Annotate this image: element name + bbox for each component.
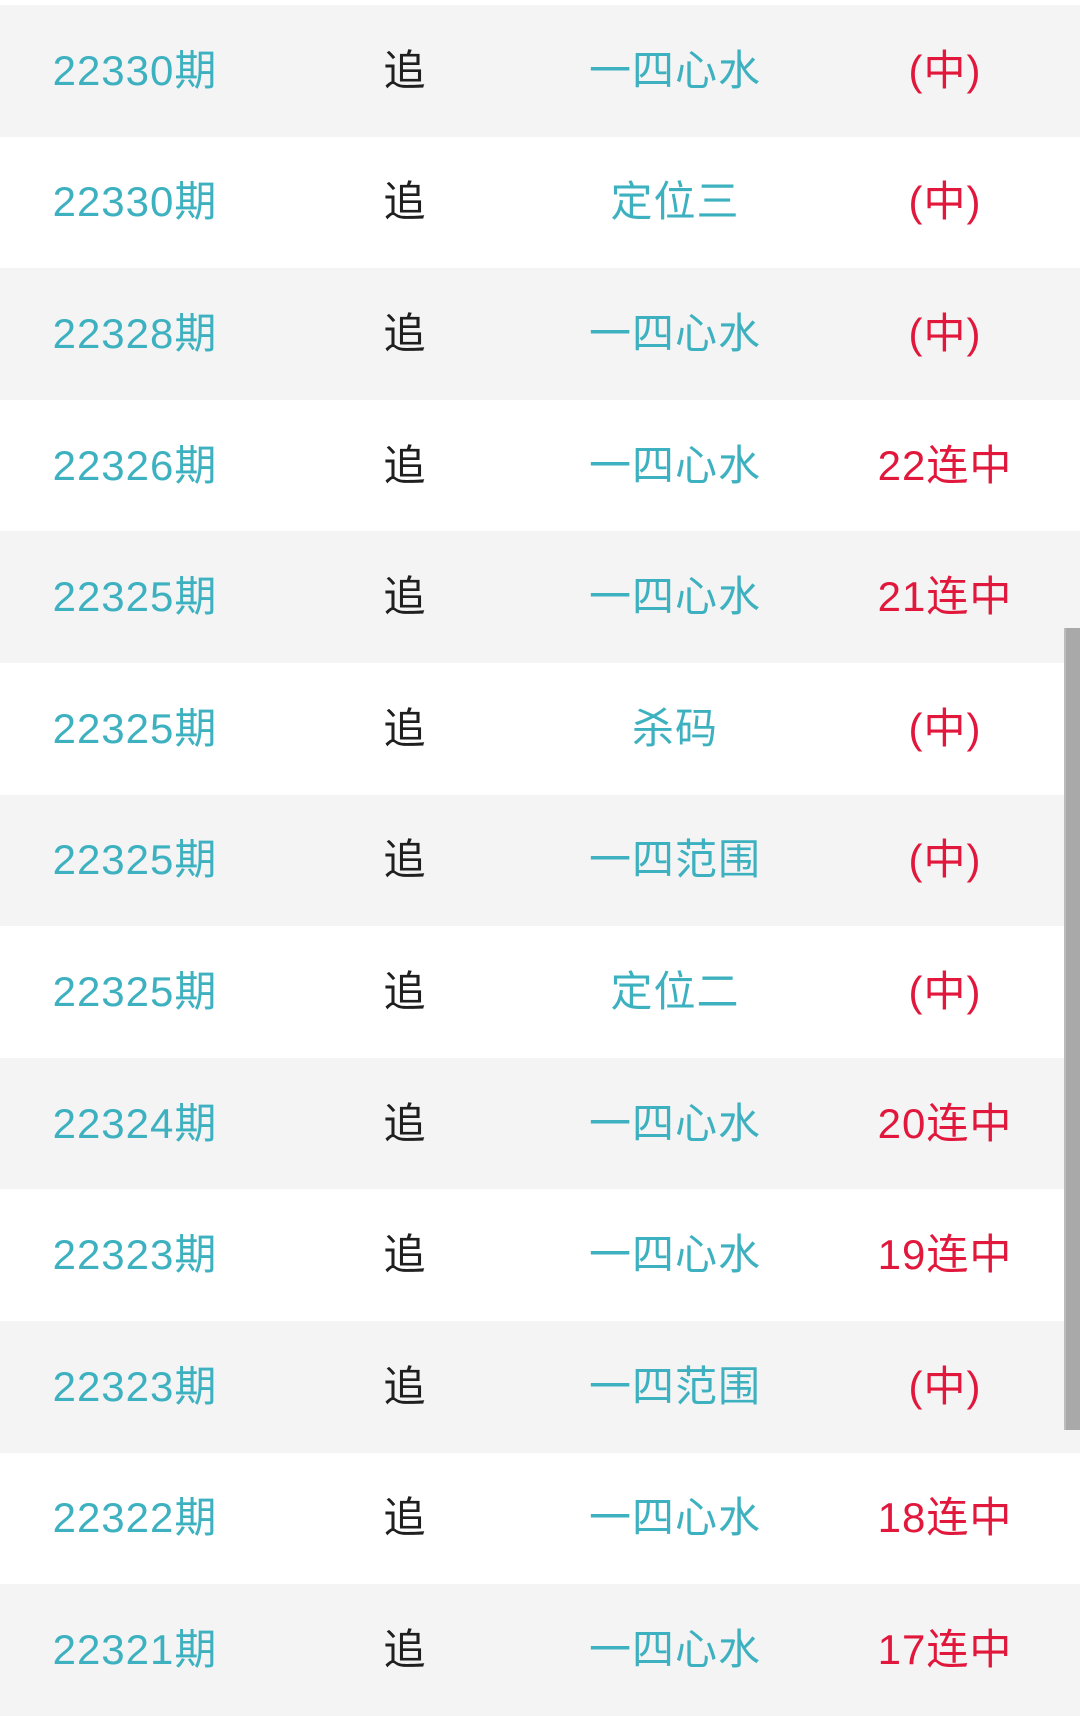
chase-label: 追 xyxy=(383,836,427,884)
play-type-cell: 一四心水 xyxy=(588,46,761,94)
result-cell: (中) xyxy=(908,1362,982,1410)
result-cell: 18连中 xyxy=(877,1494,1013,1542)
record-list: 22330期 追 一四心水 (中) 22330期 追 定位三 (中) 22328… xyxy=(0,5,1080,1716)
record-row[interactable]: 22330期 追 定位三 (中) xyxy=(0,136,1080,269)
play-type-cell: 一四心水 xyxy=(588,1625,761,1673)
result-cell: (中) xyxy=(908,46,982,94)
record-row[interactable]: 22325期 追 杀码 (中) xyxy=(0,662,1080,795)
result-cell: (中) xyxy=(908,309,982,357)
record-row[interactable]: 22330期 追 一四心水 (中) xyxy=(0,5,1080,137)
period-cell: 22330期 xyxy=(52,46,218,94)
result-cell: 22连中 xyxy=(877,441,1013,489)
period-cell: 22326期 xyxy=(52,441,218,489)
chase-label: 追 xyxy=(383,704,427,752)
chase-label: 追 xyxy=(383,1494,427,1542)
result-cell: (中) xyxy=(908,704,982,752)
period-cell: 22323期 xyxy=(52,1231,218,1279)
record-row[interactable]: 22323期 追 一四范围 (中) xyxy=(0,1320,1080,1453)
result-cell: 19连中 xyxy=(877,1231,1013,1279)
chase-label: 追 xyxy=(383,967,427,1015)
record-row[interactable]: 22323期 追 一四心水 19连中 xyxy=(0,1189,1080,1321)
scrollbar-thumb[interactable] xyxy=(1064,628,1080,1430)
result-cell: 21连中 xyxy=(877,573,1013,621)
chase-label: 追 xyxy=(383,573,427,621)
record-row[interactable]: 22328期 追 一四心水 (中) xyxy=(0,268,1080,400)
record-row[interactable]: 22325期 追 定位二 (中) xyxy=(0,926,1080,1058)
play-type-cell: 一四心水 xyxy=(588,309,761,357)
chase-label: 追 xyxy=(383,46,427,94)
play-type-cell: 定位三 xyxy=(610,178,740,226)
play-type-cell: 一四心水 xyxy=(588,1494,761,1542)
period-cell: 22325期 xyxy=(52,573,218,621)
record-row[interactable]: 22324期 追 一四心水 20连中 xyxy=(0,1057,1080,1190)
result-cell: 17连中 xyxy=(877,1625,1013,1673)
play-type-cell: 一四心水 xyxy=(588,1099,761,1147)
period-cell: 22323期 xyxy=(52,1362,218,1410)
chase-label: 追 xyxy=(383,1625,427,1673)
play-type-cell: 一四范围 xyxy=(588,1362,761,1410)
period-cell: 22325期 xyxy=(52,967,218,1015)
record-row[interactable]: 22322期 追 一四心水 18连中 xyxy=(0,1452,1080,1585)
period-cell: 22324期 xyxy=(52,1099,218,1147)
result-cell: (中) xyxy=(908,836,982,884)
result-cell: 20连中 xyxy=(877,1099,1013,1147)
period-cell: 22325期 xyxy=(52,836,218,884)
period-cell: 22322期 xyxy=(52,1494,218,1542)
chase-label: 追 xyxy=(383,178,427,226)
result-cell: (中) xyxy=(908,178,982,226)
play-type-cell: 一四心水 xyxy=(588,573,761,621)
period-cell: 22330期 xyxy=(52,178,218,226)
chase-label: 追 xyxy=(383,309,427,357)
play-type-cell: 一四心水 xyxy=(588,441,761,489)
record-row[interactable]: 22321期 追 一四心水 17连中 xyxy=(0,1584,1080,1716)
play-type-cell: 杀码 xyxy=(631,704,718,752)
period-cell: 22328期 xyxy=(52,309,218,357)
record-row[interactable]: 22325期 追 一四心水 21连中 xyxy=(0,531,1080,663)
play-type-cell: 一四心水 xyxy=(588,1231,761,1279)
chase-label: 追 xyxy=(383,1099,427,1147)
result-cell: (中) xyxy=(908,967,982,1015)
record-row[interactable]: 22325期 追 一四范围 (中) xyxy=(0,794,1080,927)
chase-label: 追 xyxy=(383,1362,427,1410)
chase-label: 追 xyxy=(383,1231,427,1279)
play-type-cell: 定位二 xyxy=(610,967,740,1015)
record-row[interactable]: 22326期 追 一四心水 22连中 xyxy=(0,399,1080,532)
chase-label: 追 xyxy=(383,441,427,489)
period-cell: 22321期 xyxy=(52,1625,218,1673)
play-type-cell: 一四范围 xyxy=(588,836,761,884)
period-cell: 22325期 xyxy=(52,704,218,752)
